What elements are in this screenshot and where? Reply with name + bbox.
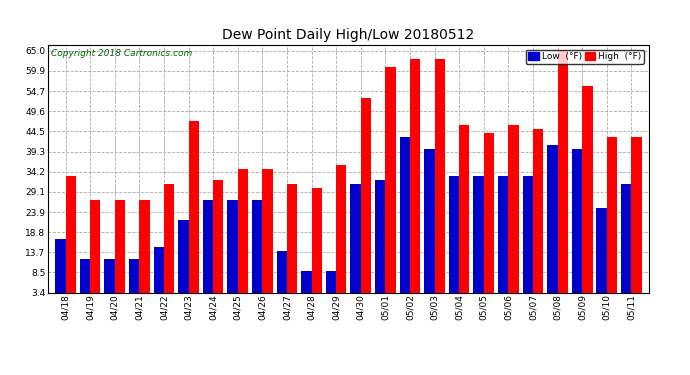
Bar (448, 176, 459, 306)
Bar (385, 67, 395, 306)
Bar (582, 86, 593, 306)
Bar (572, 149, 582, 306)
Bar (361, 98, 371, 306)
Bar (203, 200, 213, 306)
Bar (607, 137, 617, 306)
Bar (375, 180, 385, 306)
Bar (178, 219, 188, 306)
Bar (188, 122, 199, 306)
Bar (213, 180, 224, 306)
Bar (55, 239, 66, 306)
Bar (533, 129, 543, 306)
Bar (228, 200, 238, 306)
Bar (547, 145, 558, 306)
Bar (252, 200, 262, 306)
Bar (351, 184, 361, 306)
Bar (400, 137, 410, 306)
Bar (410, 59, 420, 306)
Bar (621, 184, 631, 306)
Bar (287, 184, 297, 306)
Bar (66, 176, 76, 306)
Bar (302, 270, 312, 306)
Text: Copyright 2018 Cartronics.com: Copyright 2018 Cartronics.com (51, 49, 193, 58)
Bar (498, 176, 509, 306)
Bar (558, 51, 568, 306)
Bar (424, 149, 435, 306)
Bar (484, 133, 494, 306)
Bar (336, 165, 346, 306)
Bar (90, 200, 101, 306)
Bar (596, 208, 607, 306)
Title: Dew Point Daily High/Low 20180512: Dew Point Daily High/Low 20180512 (222, 28, 475, 42)
Bar (473, 176, 484, 306)
Bar (459, 125, 469, 306)
Bar (262, 168, 273, 306)
Bar (326, 270, 336, 306)
Bar (154, 247, 164, 306)
Bar (277, 251, 287, 306)
Bar (139, 200, 150, 306)
Bar (312, 188, 322, 306)
Bar (435, 59, 445, 306)
Bar (522, 176, 533, 306)
Bar (164, 184, 175, 306)
Bar (104, 259, 115, 306)
Bar (129, 259, 139, 306)
Bar (631, 137, 642, 306)
Bar (509, 125, 519, 306)
Legend: Low  (°F), High  (°F): Low (°F), High (°F) (526, 50, 644, 64)
Bar (80, 259, 90, 306)
Bar (115, 200, 125, 306)
Bar (238, 168, 248, 306)
